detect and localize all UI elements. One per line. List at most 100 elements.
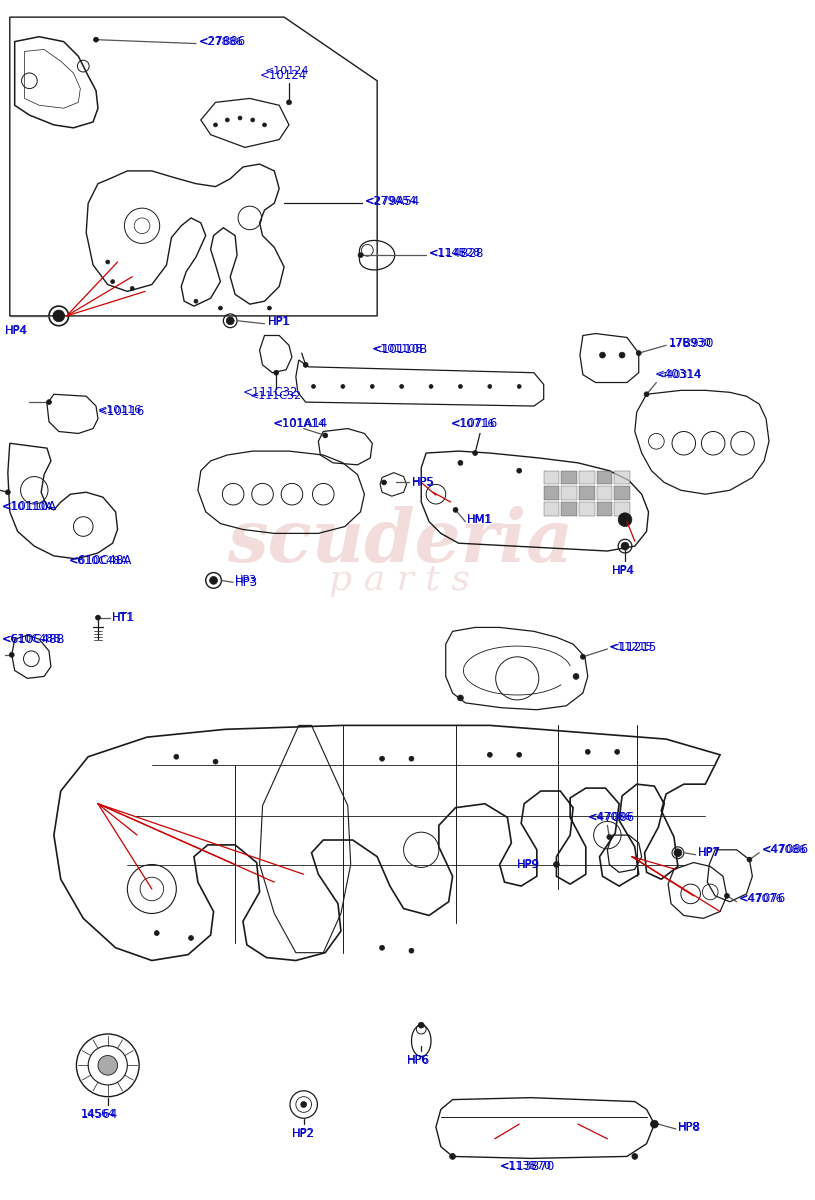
Text: HT1: HT1 [112,613,134,623]
Circle shape [488,384,491,389]
Text: <101A14: <101A14 [275,419,326,428]
Polygon shape [562,470,577,485]
Text: <27886: <27886 [199,35,246,48]
Circle shape [399,384,403,389]
Text: HP8: HP8 [678,1121,701,1134]
Text: <610C48B: <610C48B [2,634,62,644]
Text: HP4: HP4 [612,564,636,577]
Text: <101A14: <101A14 [272,418,328,430]
Text: <10716: <10716 [451,419,495,428]
Circle shape [174,755,178,760]
Circle shape [457,695,464,701]
Circle shape [674,848,682,857]
Text: <10116: <10116 [98,406,145,419]
Polygon shape [615,486,630,500]
Text: HP6: HP6 [407,1054,430,1067]
Circle shape [517,468,522,473]
Circle shape [580,654,585,659]
Text: HP2: HP2 [292,1128,315,1140]
Text: 17B930: 17B930 [669,338,712,348]
Circle shape [213,760,218,764]
Text: HP8: HP8 [678,1122,700,1132]
Circle shape [380,756,385,761]
Circle shape [381,480,386,485]
Circle shape [650,1120,659,1128]
Circle shape [9,653,14,658]
Circle shape [409,756,414,761]
Text: HP5: HP5 [412,476,434,488]
Polygon shape [597,502,612,516]
Circle shape [459,384,462,389]
Polygon shape [544,470,559,485]
Text: <11215: <11215 [610,641,657,654]
Circle shape [214,122,218,127]
Circle shape [6,490,11,494]
Circle shape [218,306,222,310]
Circle shape [370,384,374,389]
Circle shape [458,461,463,466]
Text: HP5: HP5 [412,478,434,487]
Text: <111C32: <111C32 [243,386,298,398]
Circle shape [585,749,590,755]
Circle shape [188,936,193,941]
Circle shape [225,118,229,122]
Text: HP7: HP7 [698,847,720,858]
Text: HP4: HP4 [612,565,635,576]
Circle shape [53,310,64,322]
Text: HP9: HP9 [518,859,540,870]
Text: <610C48B: <610C48B [2,632,65,646]
Circle shape [518,384,521,389]
Text: <113B70: <113B70 [500,1162,552,1171]
Circle shape [341,384,345,389]
Text: <279A54: <279A54 [364,197,416,206]
Text: 14564: 14564 [81,1109,116,1120]
Circle shape [621,542,629,550]
Text: <47076: <47076 [738,894,783,904]
Circle shape [517,752,522,757]
Circle shape [637,350,641,355]
Circle shape [301,1102,306,1108]
Text: <27886: <27886 [199,37,244,47]
Circle shape [644,392,649,397]
Circle shape [111,280,115,283]
Text: HT1: HT1 [112,611,135,624]
Circle shape [418,1022,424,1028]
Circle shape [238,116,242,120]
Circle shape [130,287,134,290]
Polygon shape [579,486,595,500]
Text: HM1: HM1 [467,515,492,524]
Circle shape [95,616,100,620]
Text: HP7: HP7 [698,846,720,859]
Circle shape [303,362,308,367]
Polygon shape [544,502,559,516]
Circle shape [262,122,267,127]
Circle shape [473,451,478,456]
Circle shape [274,371,279,376]
Circle shape [725,894,729,899]
Text: <111C32: <111C32 [250,391,302,401]
Circle shape [600,352,606,358]
Circle shape [618,512,632,527]
Text: HP9: HP9 [518,858,540,871]
Circle shape [106,260,110,264]
Text: <47086: <47086 [762,845,807,854]
Text: HP6: HP6 [407,1056,429,1066]
Polygon shape [562,502,577,516]
Circle shape [94,37,99,42]
Text: <610C48A: <610C48A [68,554,132,568]
Text: <10110B: <10110B [372,344,424,354]
Text: <114B28: <114B28 [429,247,484,259]
Circle shape [615,749,619,755]
Polygon shape [615,470,630,485]
Circle shape [607,835,612,840]
Text: <10124: <10124 [265,66,309,76]
Circle shape [46,400,51,404]
Text: <610C48A: <610C48A [68,556,129,566]
Text: <10110B: <10110B [372,343,428,355]
Text: <40314: <40314 [654,368,702,382]
Text: 14564: 14564 [81,1108,117,1121]
Polygon shape [579,470,595,485]
Circle shape [209,576,218,584]
Text: p a r t s: p a r t s [329,564,470,598]
Circle shape [453,508,458,512]
